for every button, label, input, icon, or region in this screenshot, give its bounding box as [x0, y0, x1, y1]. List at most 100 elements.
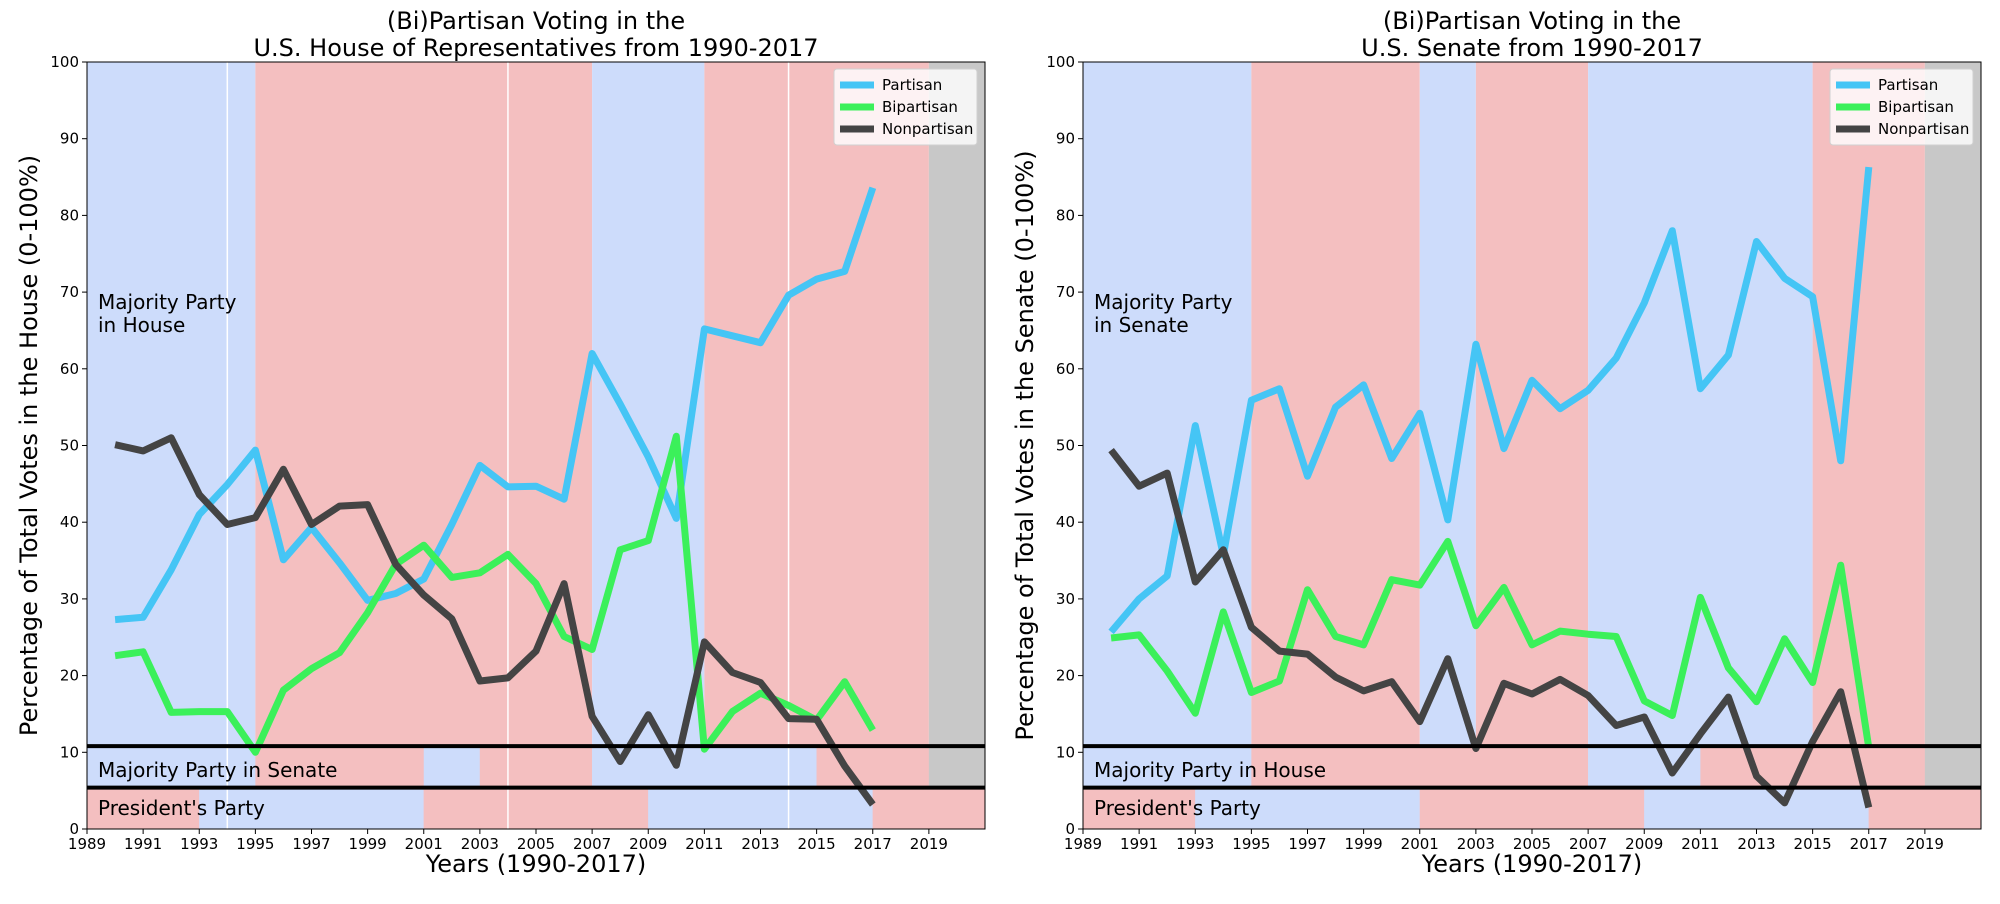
x-tick-label: 2005: [1513, 835, 1551, 853]
majority-region-republican: [1251, 62, 1420, 829]
legend-label-bipartisan: Bipartisan: [882, 98, 958, 116]
band-president-region-republican: [423, 787, 649, 829]
band-president-region-republican: [87, 787, 200, 829]
x-tick-label: 1989: [68, 835, 106, 853]
y-tick-label: 50: [1056, 437, 1075, 455]
x-tick-label: 2009: [629, 835, 667, 853]
x-tick-label: 1991: [1120, 835, 1158, 853]
band-president-region-democrat: [1195, 787, 1420, 829]
band-majority-region-democrat: [1588, 746, 1701, 788]
band-majority-region-republican: [1251, 746, 1589, 788]
y-tick-label: 30: [60, 590, 79, 608]
y-tick-label: 60: [60, 360, 79, 378]
band-president-region-democrat: [1644, 787, 1869, 829]
band-president-region-republican: [872, 787, 985, 829]
band-president-label: President's Party: [98, 796, 265, 820]
y-tick-label: 10: [1056, 743, 1075, 761]
x-tick-label: 2019: [910, 835, 948, 853]
band-president-label: President's Party: [1094, 796, 1261, 820]
legend-label-partisan: Partisan: [1878, 76, 1938, 94]
x-tick-label: 2011: [685, 835, 723, 853]
x-tick-label: 2007: [1569, 835, 1607, 853]
y-tick-label: 50: [60, 437, 79, 455]
band-majority-region-future: [928, 746, 985, 788]
series-line-bipartisan: [1110, 537, 1873, 749]
majority-party-label-line2: in Senate: [1094, 313, 1189, 337]
x-tick-label: 1999: [349, 835, 387, 853]
legend-label-nonpartisan: Nonpartisan: [1878, 120, 1969, 138]
y-tick-label: 90: [60, 130, 79, 148]
x-tick-label: 2019: [1906, 835, 1944, 853]
band-president-region-democrat: [648, 787, 873, 829]
x-tick-label: 1991: [124, 835, 162, 853]
x-tick-label: 2013: [1737, 835, 1775, 853]
x-tick-label: 2003: [1457, 835, 1495, 853]
y-tick-label: 80: [1056, 206, 1075, 224]
x-tick-label: 2001: [405, 835, 443, 853]
y-tick-label: 20: [60, 667, 79, 685]
band-majority-label: Majority Party in House: [1094, 758, 1326, 782]
y-tick-label: 30: [1056, 590, 1075, 608]
majority-region-democrat: [1083, 62, 1252, 829]
band-president-region-republican: [1868, 787, 1981, 829]
x-tick-label: 2015: [1794, 835, 1832, 853]
majority-party-label-line1: Majority Party: [1094, 290, 1233, 314]
y-tick-label: 40: [60, 513, 79, 531]
series-lines: [1108, 166, 1873, 809]
x-tick-label: 1989: [1064, 835, 1102, 853]
legend: Partisan Bipartisan Nonpartisan: [1829, 68, 1974, 146]
x-tick-label: 2015: [798, 835, 836, 853]
series-line-partisan: [114, 186, 877, 624]
majority-party-label-line2: in House: [98, 313, 185, 337]
y-tick-label: 40: [1056, 513, 1075, 531]
y-tick-label: 100: [50, 53, 79, 71]
majority-region-future: [1924, 62, 1981, 829]
y-tick-label: 100: [1046, 53, 1075, 71]
x-axis: 1989 1991 1993 1995 1997 1999 2001 2003 2005 2007…: [1064, 829, 1944, 853]
band-majority-region-future: [1924, 746, 1981, 788]
series-line-nonpartisan: [1108, 447, 1873, 809]
y-tick-label: 70: [1056, 283, 1075, 301]
band-president: [87, 787, 985, 829]
x-tick-label: 1999: [1345, 835, 1383, 853]
x-tick-label: 1997: [1288, 835, 1326, 853]
x-tick-label: 1993: [1176, 835, 1214, 853]
y-tick-label: 0: [1065, 820, 1075, 838]
chart-title-line1: (Bi)Partisan Voting in the: [1383, 7, 1681, 35]
chart-title-line1: (Bi)Partisan Voting in the: [387, 7, 685, 35]
y-tick-label: 60: [1056, 360, 1075, 378]
band-majority-region-democrat: [592, 746, 817, 788]
series-line-nonpartisan: [114, 434, 876, 807]
majority-region-republican: [704, 62, 929, 829]
series-lines: [114, 186, 877, 807]
x-tick-label: 2001: [1401, 835, 1439, 853]
majority-region-republican: [255, 62, 593, 829]
x-tick-label: 2013: [741, 835, 779, 853]
x-tick-label: 1995: [236, 835, 274, 853]
legend: Partisan Bipartisan Nonpartisan: [833, 68, 978, 146]
y-axis-label: Percentage of Total Votes in the Senate …: [1011, 150, 1039, 740]
x-tick-label: 2011: [1681, 835, 1719, 853]
majority-region-future: [928, 62, 985, 829]
x-tick-label: 2009: [1625, 835, 1663, 853]
series-line-partisan: [1108, 166, 1873, 635]
band-president: [1083, 787, 1981, 829]
legend-label-nonpartisan: Nonpartisan: [882, 120, 973, 138]
majority-party-label-line1: Majority Party: [98, 290, 237, 314]
series-line-bipartisan: [114, 432, 876, 756]
x-tick-label: 2003: [461, 835, 499, 853]
y-tick-label: 10: [60, 743, 79, 761]
band-majority-region-democrat: [423, 746, 480, 788]
band-majority-region-republican: [255, 746, 424, 788]
band-majority: [1083, 746, 1981, 788]
band-president-region-democrat: [199, 787, 424, 829]
x-tick-label: 2017: [854, 835, 892, 853]
x-tick-label: 2017: [1850, 835, 1888, 853]
y-axis-label: Percentage of Total Votes in the House (…: [15, 155, 43, 736]
x-tick-label: 2005: [517, 835, 555, 853]
x-axis: 1989 1991 1993 1995 1997 1999 2001 2003 2005 2007…: [68, 829, 948, 853]
majority-region-democrat: [1588, 62, 1813, 829]
